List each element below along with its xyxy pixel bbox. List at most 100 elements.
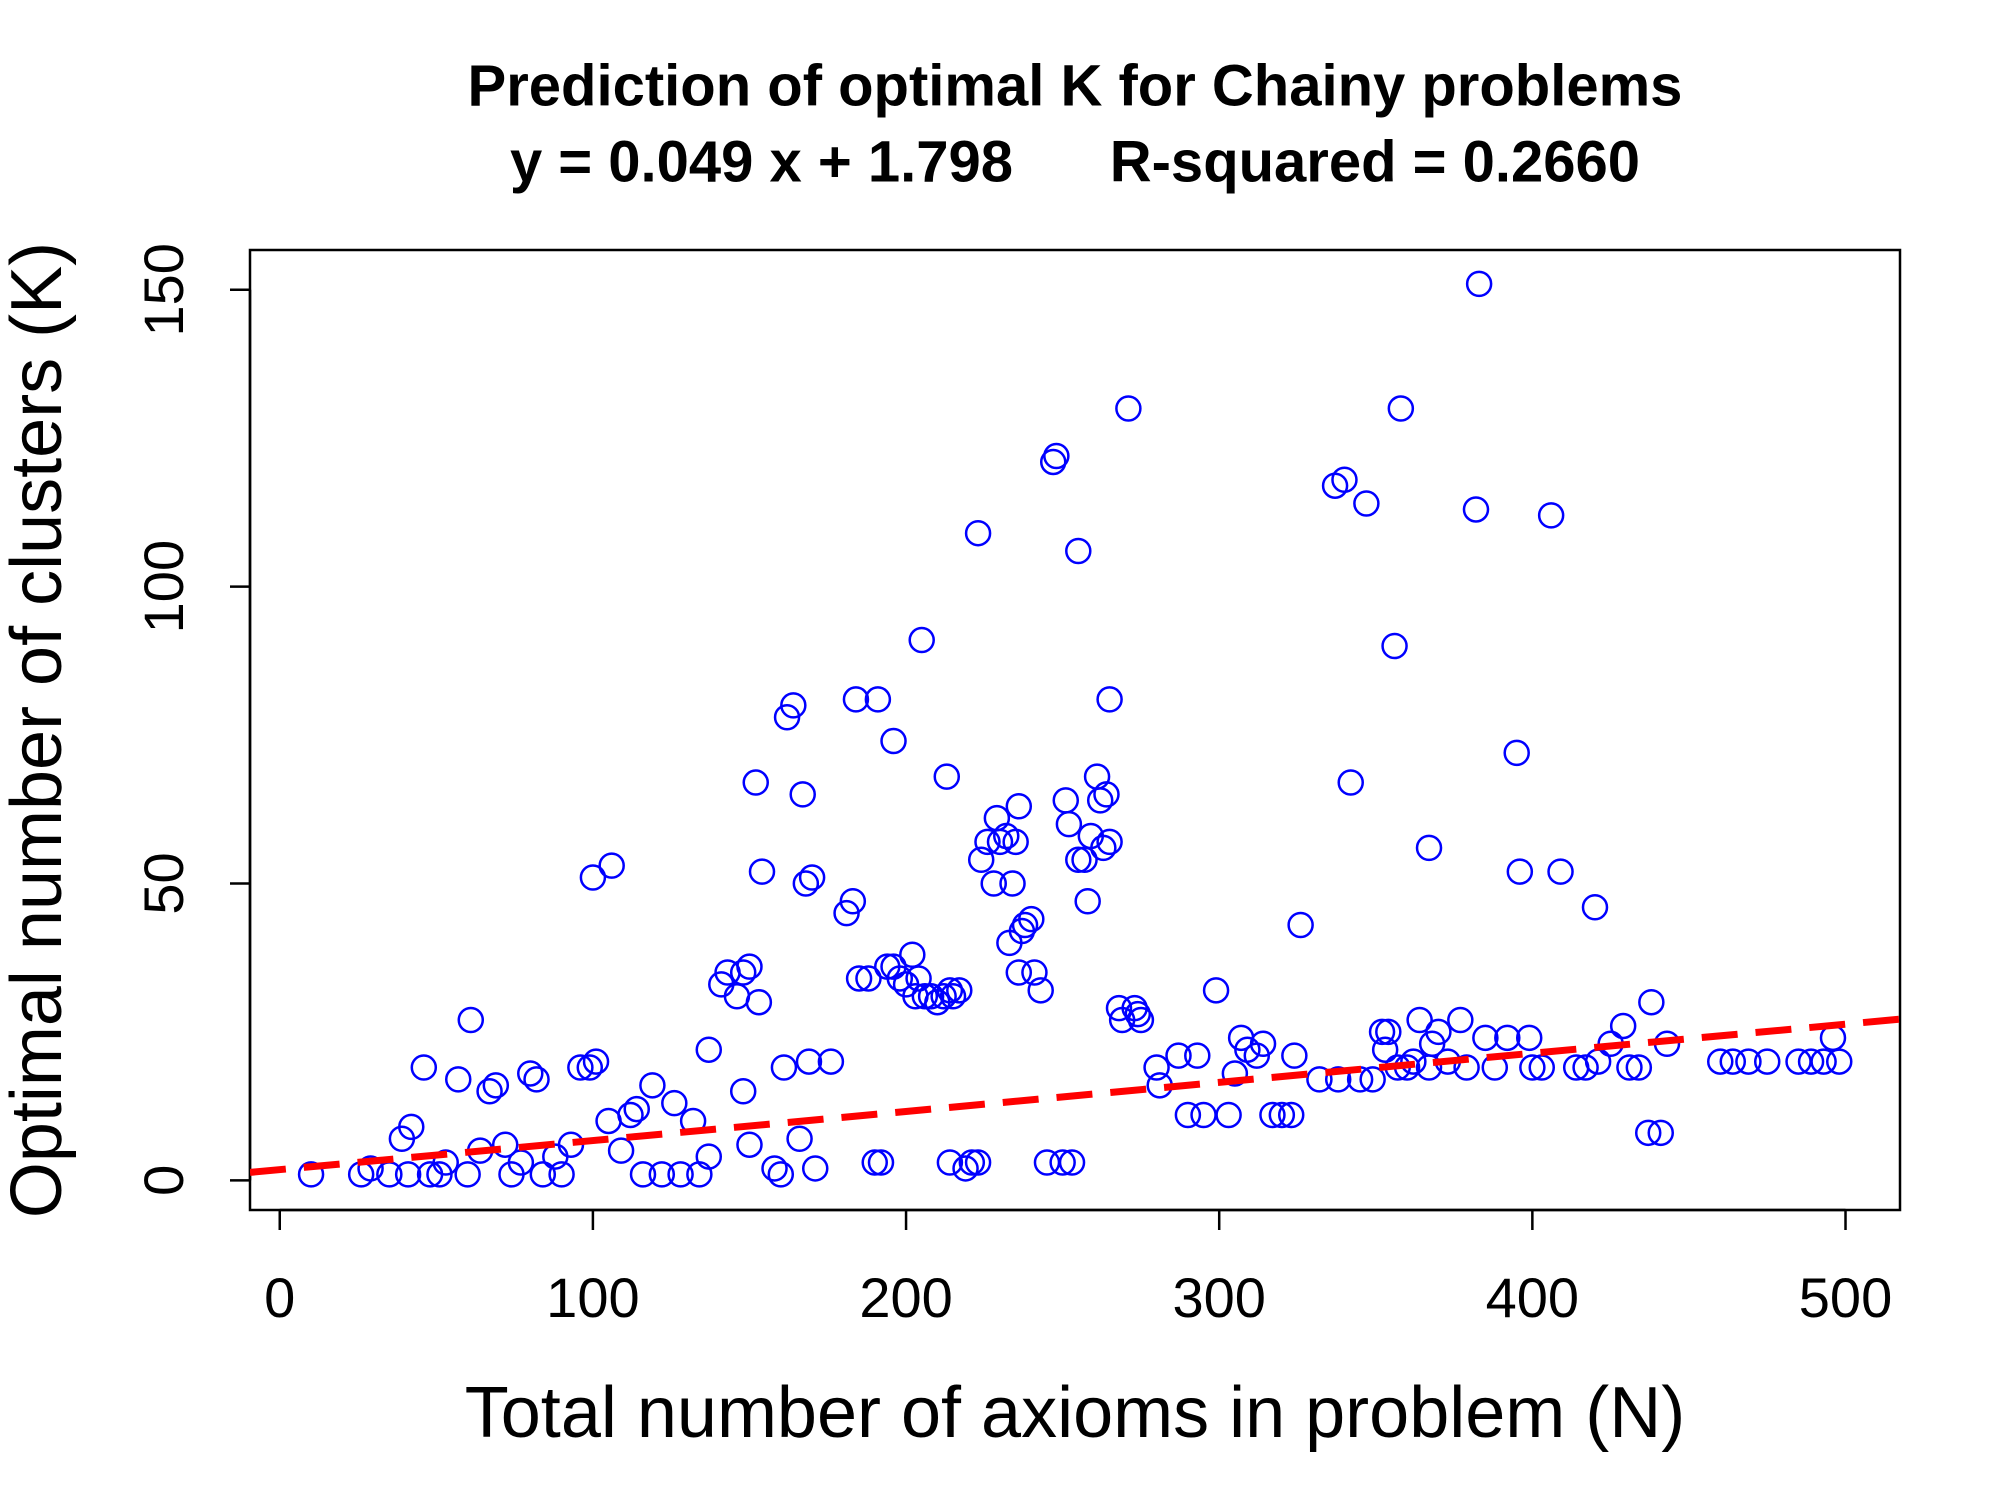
data-point bbox=[297, 1161, 325, 1188]
data-point bbox=[617, 1101, 644, 1129]
y-tick-label: 150 bbox=[132, 243, 195, 336]
chart-title: Prediction of optimal K for Chainy probl… bbox=[468, 53, 1683, 118]
data-point bbox=[482, 1072, 510, 1099]
data-point bbox=[648, 1161, 676, 1188]
data-point bbox=[476, 1078, 503, 1105]
data-point bbox=[1719, 1048, 1747, 1075]
data-point bbox=[1353, 490, 1380, 517]
data-point bbox=[1515, 1024, 1543, 1052]
data-point bbox=[1707, 1048, 1734, 1075]
data-point bbox=[1400, 1048, 1427, 1075]
data-point bbox=[736, 953, 763, 980]
data-point bbox=[798, 864, 826, 891]
y-tick-label: 50 bbox=[132, 852, 195, 914]
data-point bbox=[1337, 769, 1364, 796]
x-axis-label: Total number of axioms in problem (N) bbox=[465, 1373, 1685, 1453]
data-point bbox=[1096, 686, 1123, 713]
data-point bbox=[855, 965, 882, 992]
data-point bbox=[686, 1161, 713, 1188]
data-point bbox=[1368, 1018, 1396, 1046]
data-point bbox=[639, 1072, 666, 1099]
data-point bbox=[1055, 810, 1083, 838]
data-point bbox=[946, 977, 973, 1004]
data-point bbox=[398, 1113, 425, 1141]
data-point bbox=[1638, 988, 1665, 1016]
data-point bbox=[886, 965, 914, 992]
x-tick-label: 300 bbox=[1172, 1266, 1265, 1329]
data-point bbox=[1503, 739, 1530, 767]
data-point bbox=[548, 1161, 575, 1188]
x-tick-label: 400 bbox=[1486, 1266, 1579, 1329]
data-point bbox=[1387, 395, 1415, 422]
data-point bbox=[964, 519, 992, 547]
data-point bbox=[1039, 448, 1067, 476]
data-point bbox=[999, 870, 1026, 897]
data-point bbox=[939, 983, 967, 1010]
y-tick-label: 100 bbox=[132, 540, 195, 633]
data-point bbox=[1472, 1024, 1499, 1052]
data-point bbox=[529, 1161, 557, 1188]
data-point bbox=[1609, 1012, 1637, 1040]
data-point bbox=[930, 983, 957, 1010]
data-point bbox=[1425, 1018, 1452, 1046]
data-point bbox=[770, 1054, 798, 1081]
data-point bbox=[1506, 858, 1534, 885]
data-point bbox=[723, 983, 751, 1010]
data-point bbox=[1105, 994, 1133, 1022]
data-point bbox=[748, 858, 776, 885]
data-point bbox=[1519, 1054, 1546, 1081]
data-point bbox=[1797, 1048, 1825, 1075]
data-point bbox=[867, 1149, 895, 1176]
data-point bbox=[1371, 1036, 1399, 1063]
data-point bbox=[444, 1066, 472, 1093]
data-point bbox=[801, 1155, 829, 1182]
data-point bbox=[491, 1131, 519, 1158]
data-point bbox=[1825, 1048, 1853, 1075]
data-point bbox=[1572, 1054, 1599, 1081]
data-point bbox=[1547, 858, 1574, 885]
data-point bbox=[983, 804, 1011, 832]
data-point bbox=[780, 692, 807, 719]
data-point bbox=[394, 1161, 422, 1188]
data-point bbox=[1018, 905, 1045, 933]
data-point bbox=[1021, 959, 1048, 986]
data-point bbox=[576, 1054, 604, 1081]
data-point bbox=[1190, 1101, 1217, 1129]
data-point bbox=[1011, 911, 1039, 939]
data-point bbox=[905, 965, 932, 992]
data-point bbox=[789, 781, 816, 808]
data-point bbox=[1810, 1048, 1837, 1075]
data-point bbox=[1002, 828, 1029, 856]
data-point bbox=[1127, 1006, 1155, 1034]
data-point bbox=[861, 1149, 888, 1176]
data-point bbox=[1005, 793, 1033, 820]
x-tick-label: 0 bbox=[264, 1266, 295, 1329]
data-point bbox=[1215, 1101, 1242, 1129]
data-point bbox=[1381, 632, 1408, 660]
data-point bbox=[695, 1143, 723, 1170]
data-point bbox=[1052, 787, 1080, 814]
data-point bbox=[1406, 1006, 1433, 1034]
data-point bbox=[695, 1036, 723, 1063]
data-point bbox=[864, 686, 892, 713]
data-point bbox=[1287, 911, 1314, 939]
data-point bbox=[1143, 1054, 1170, 1081]
data-point bbox=[1375, 1018, 1402, 1046]
data-point bbox=[1086, 787, 1114, 814]
data-point bbox=[933, 763, 961, 790]
data-point bbox=[880, 727, 907, 755]
x-tick-label: 200 bbox=[859, 1266, 952, 1329]
data-point bbox=[1249, 1030, 1277, 1058]
data-point bbox=[742, 769, 769, 796]
data-point bbox=[623, 1095, 650, 1123]
data-point bbox=[1281, 1042, 1308, 1069]
data-point bbox=[1049, 1149, 1076, 1176]
data-point bbox=[986, 828, 1014, 856]
data-point bbox=[917, 983, 945, 1010]
data-point bbox=[786, 1125, 813, 1153]
data-point bbox=[795, 1048, 823, 1075]
data-point bbox=[1447, 1006, 1474, 1034]
data-point bbox=[974, 828, 1001, 856]
data-point bbox=[1465, 270, 1493, 298]
